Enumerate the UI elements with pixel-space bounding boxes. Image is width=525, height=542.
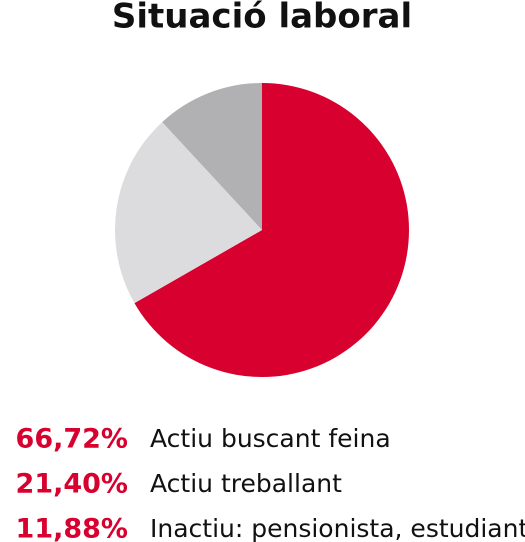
legend-label: Inactiu: pensionista, estudiant <box>150 514 525 542</box>
chart-title: Situació laboral <box>112 0 412 37</box>
legend-value: 66,72% <box>16 424 128 455</box>
legend-label: Actiu treballant <box>150 469 342 498</box>
pie-slice <box>134 83 410 377</box>
legend-value: 11,88% <box>16 514 128 542</box>
legend-value: 21,40% <box>16 469 128 500</box>
legend-label: Actiu buscant feina <box>150 424 391 453</box>
pie-slice <box>115 122 262 304</box>
pie-slice <box>162 83 262 230</box>
